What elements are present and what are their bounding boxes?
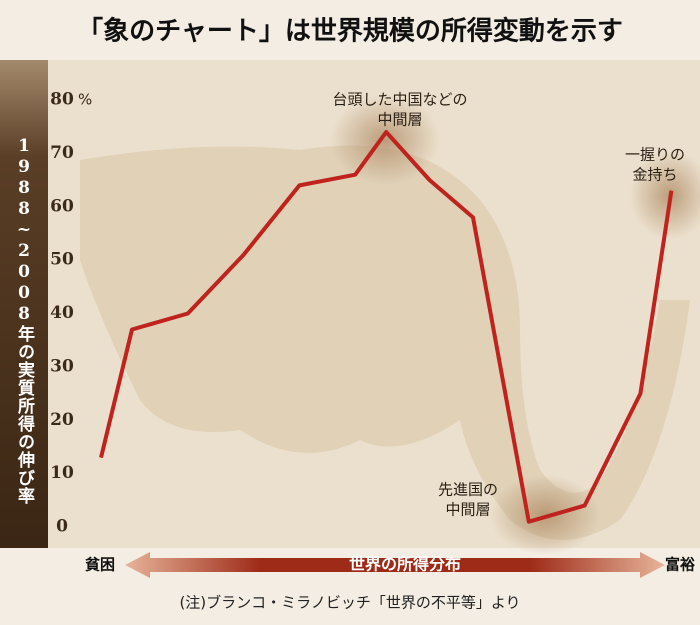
y-axis-label: 1988~2008年の実質所得の伸び率 — [14, 135, 34, 505]
elephant-silhouette — [80, 145, 690, 541]
chart-title: 「象のチャート」は世界規模の所得変動を示す — [77, 16, 623, 47]
highlight — [630, 150, 700, 240]
y-tick-label: 80 — [50, 90, 74, 110]
note: (注)ブランコ・ミラノビッチ「世界の不平等」より — [179, 594, 520, 612]
annotation: 中間層 — [445, 501, 490, 519]
y-label-band — [0, 60, 48, 548]
y-tick-label: 50 — [50, 250, 74, 270]
y-unit: % — [78, 91, 92, 109]
y-tick-label: 30 — [50, 356, 74, 376]
annotation: 一握りの — [625, 146, 685, 164]
x-axis-label: 世界の所得分布 — [349, 555, 461, 574]
line — [99, 130, 674, 524]
x-left-label: 貧困 — [85, 556, 115, 574]
y-tick-label: 40 — [50, 303, 74, 323]
y-tick-label: 0 — [56, 517, 68, 537]
annotation: 先進国の — [438, 481, 498, 499]
annotation: 中間層 — [377, 111, 422, 129]
annotation: 金持ち — [632, 166, 677, 184]
y-tick-label: 70 — [50, 143, 74, 163]
y-tick-label: 60 — [50, 196, 74, 216]
x-arrow — [125, 552, 665, 578]
x-right-label: 富裕 — [665, 556, 695, 574]
y-tick-label: 10 — [50, 463, 74, 483]
annotation: 台頭した中国などの — [332, 91, 467, 109]
y-tick-label: 20 — [50, 410, 74, 430]
